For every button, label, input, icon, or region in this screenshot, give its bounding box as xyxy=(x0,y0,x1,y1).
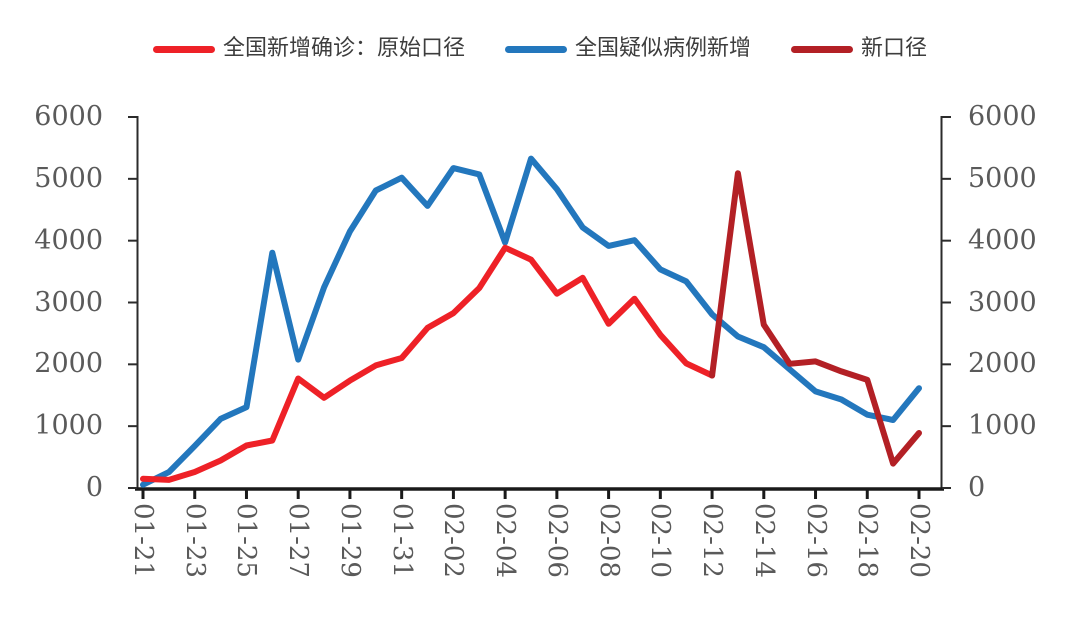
y-axis-label-right-3000: 3000 xyxy=(968,286,1037,318)
y-axis-label-left-4000: 4000 xyxy=(34,224,103,256)
legend-item-new-caliber: 新口径 xyxy=(791,36,927,62)
x-axis-label-02-14: 02-14 xyxy=(748,503,779,578)
y-axis-label-left-0: 0 xyxy=(85,472,103,503)
legend-label-confirmed-original: 全国新增确诊：原始口径 xyxy=(222,36,465,61)
y-axis-label-right-6000: 6000 xyxy=(968,101,1037,132)
x-axis-label-02-16: 02-16 xyxy=(800,503,831,578)
x-axis-label-02-04: 02-04 xyxy=(490,503,521,578)
y-axis-label-right-1000: 1000 xyxy=(968,410,1037,442)
legend-label-new-caliber: 新口径 xyxy=(861,36,928,61)
y-axis-label-right-4000: 4000 xyxy=(968,224,1037,256)
y-axis-label-left-6000: 6000 xyxy=(34,101,103,132)
y-axis-label-left-1000: 1000 xyxy=(34,410,103,442)
x-axis-label-01-23: 01-23 xyxy=(179,503,210,578)
series-line-全国疑似病例新增 xyxy=(140,155,922,488)
x-axis-label-01-31: 01-31 xyxy=(386,503,417,578)
y-axis-label-right-5000: 5000 xyxy=(968,162,1037,194)
x-axis-label-02-08: 02-08 xyxy=(593,503,624,578)
x-axis-label-02-06: 02-06 xyxy=(541,503,572,578)
legend-line-swatch-suspected-new xyxy=(504,45,567,53)
series-line-新口径 xyxy=(709,170,922,467)
x-axis-label-01-25: 01-25 xyxy=(231,503,262,578)
x-axis-label-02-20: 02-20 xyxy=(904,503,934,578)
legend-item-confirmed-original: 全国新增确诊：原始口径 xyxy=(152,36,465,62)
x-axis-label-01-21: 01-21 xyxy=(128,503,158,578)
y-axis-label-left-2000: 2000 xyxy=(34,348,103,380)
y-axis-label-left-5000: 5000 xyxy=(34,162,103,194)
series-line-全国新增确诊：原始口径 xyxy=(140,244,716,483)
x-axis-label-01-27: 01-27 xyxy=(283,503,314,578)
chart-legend: 全国新增确诊：原始口径 全国疑似病例新增 新口径 xyxy=(0,36,1080,62)
x-axis-label-02-18: 02-18 xyxy=(852,503,883,578)
legend-label-suspected-new: 全国疑似病例新增 xyxy=(574,36,751,61)
legend-line-swatch-new-caliber xyxy=(791,45,853,53)
x-axis-label-02-02: 02-02 xyxy=(438,503,469,578)
y-axis-label-right-0: 0 xyxy=(968,472,986,503)
y-axis-label-left-3000: 3000 xyxy=(34,286,103,318)
x-axis-label-02-12: 02-12 xyxy=(697,503,728,578)
y-axis-label-right-2000: 2000 xyxy=(968,348,1037,380)
x-axis-label-02-10: 02-10 xyxy=(645,503,676,578)
legend-item-suspected-new: 全国疑似病例新增 xyxy=(504,36,751,62)
x-axis-label-01-29: 01-29 xyxy=(334,503,365,578)
legend-line-swatch-confirmed-original xyxy=(152,45,215,53)
